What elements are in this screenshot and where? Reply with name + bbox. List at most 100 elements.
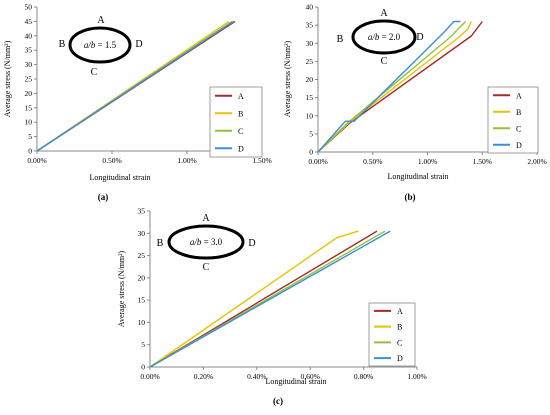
edge-label-left: B (337, 34, 344, 45)
legend-entry-D: D (516, 141, 522, 150)
legend-entry-B: B (238, 109, 243, 118)
series-line-D (317, 20, 461, 153)
x-tick-label: 0.80% (354, 372, 373, 381)
y-tick-label: 10 (25, 118, 33, 127)
edge-label-right: D (135, 39, 142, 50)
panel-label: (c) (273, 396, 283, 406)
aspect-ratio-value: = 3.0 (201, 237, 222, 247)
y-tick-label: 15 (306, 93, 314, 102)
x-tick-label: 0.60% (301, 372, 320, 381)
series-line-D (149, 230, 391, 368)
y-tick-label: 25 (138, 251, 146, 260)
x-tick-label: 0.00% (308, 157, 327, 166)
y-tick-label: 25 (306, 57, 314, 66)
legend-entry-D: D (238, 144, 244, 153)
y-tick-label: 35 (306, 21, 314, 30)
y-tick-label: 25 (25, 75, 33, 84)
y-tick-label: 20 (138, 273, 146, 282)
panel-label: (a) (98, 192, 109, 202)
series-line-C (317, 20, 467, 153)
legend-entry-D: D (397, 354, 403, 363)
x-tick-label: 0.40% (247, 372, 266, 381)
x-tick-label: 0.50% (363, 157, 382, 166)
x-tick-label: 0.00% (140, 372, 159, 381)
aspect-ratio-value: = 2.0 (379, 32, 400, 42)
y-tick-label: 5 (309, 129, 313, 138)
x-tick-label: 1.00% (407, 372, 426, 381)
series-line-B (149, 230, 359, 368)
edge-label-left: B (59, 39, 66, 50)
plate-ellipse-shape (351, 19, 417, 55)
x-tick-label: 1.50% (252, 156, 271, 165)
aspect-ratio-label: a/b = 3.0 (190, 237, 223, 247)
y-axis-label: Average stress (N/mm²) (117, 250, 126, 327)
y-tick-label: 15 (25, 103, 33, 112)
aspect-ratio-value: = 1.5 (95, 40, 116, 50)
chart-panel-2: 0.00% 0.50% 1.00% 1.50% 2.00% 0 5 10 15 20 25 30 35 4… (283, 3, 547, 203)
plate-ellipse-shape (68, 26, 132, 64)
edge-label-top: A (97, 15, 105, 26)
x-tick-label: 1.00% (177, 156, 196, 165)
x-tick-label: 2.00% (527, 157, 546, 166)
y-tick-label: 40 (25, 31, 33, 40)
edge-label-left: B (157, 238, 164, 249)
aspect-ratio-symbol: a/b (190, 237, 202, 247)
legend-box (368, 302, 416, 367)
x-tick-label: 1.50% (473, 157, 492, 166)
y-tick-label: 30 (306, 39, 314, 48)
y-tick-label: 0 (309, 148, 313, 157)
aspect-ratio-label: a/b = 2.0 (368, 32, 401, 42)
y-tick-label: 5 (141, 340, 145, 349)
y-tick-label: 20 (306, 75, 314, 84)
legend-entry-B: B (397, 323, 402, 332)
y-tick-label: 40 (306, 3, 314, 12)
x-axis-label: Longitudinal strain (387, 172, 448, 181)
legend-entry-B: B (516, 108, 521, 117)
aspect-ratio-symbol: a/b (84, 40, 96, 50)
y-tick-label: 30 (25, 60, 33, 69)
series-line-D (36, 20, 234, 152)
y-tick-label: 30 (138, 229, 146, 238)
edge-label-right: D (248, 238, 255, 249)
chart-panel-1: 0.00% 0.50% 1.00% 1.50% 0 5 10 15 20 25 30 35 40 45 50… (3, 3, 272, 203)
aspect-ratio-symbol: a/b (368, 32, 380, 42)
plate-ellipse-shape (167, 224, 245, 260)
legend-entry-C: C (238, 127, 243, 136)
legend-entry-A: A (238, 92, 244, 101)
y-tick-label: 0 (28, 147, 32, 156)
edge-label-top: A (202, 213, 210, 224)
legend-entry-C: C (516, 124, 521, 133)
x-tick-label: 1.00% (418, 157, 437, 166)
edge-label-bottom: C (91, 67, 98, 78)
y-tick-label: 0 (141, 363, 145, 372)
aspect-ratio-label: a/b = 1.5 (84, 40, 117, 50)
x-axis-label: Longitudinal strain (265, 377, 326, 386)
x-tick-label: 0.00% (27, 156, 46, 165)
y-tick-label: 5 (28, 132, 32, 141)
chart-panel-3: 0.00% 0.20% 0.40% 0.60% 0.80% 1.00% 0 5 10 15 20 25… (117, 207, 427, 407)
y-axis-label: Average stress (N/mm²) (283, 40, 292, 117)
legend-box (209, 86, 263, 158)
legend-box (487, 86, 539, 154)
x-tick-label: 0.50% (102, 156, 121, 165)
y-tick-label: 20 (25, 89, 33, 98)
x-axis-label: Longitudinal strain (89, 173, 150, 182)
panel-label: (b) (405, 192, 416, 202)
y-tick-label: 35 (138, 207, 146, 216)
edge-label-right: D (416, 32, 423, 43)
y-tick-label: 35 (25, 46, 33, 55)
y-axis-label: Average stress (N/mm²) (3, 40, 12, 117)
y-tick-label: 50 (25, 3, 33, 12)
edge-label-bottom: C (381, 56, 388, 67)
y-tick-label: 10 (306, 111, 314, 120)
y-tick-label: 10 (138, 318, 146, 327)
y-tick-label: 45 (25, 17, 33, 26)
edge-label-top: A (380, 8, 388, 19)
y-tick-label: 15 (138, 296, 146, 305)
edge-label-bottom: C (203, 262, 210, 273)
legend-entry-A: A (397, 307, 403, 316)
legend-entry-A: A (516, 91, 522, 100)
legend-entry-C: C (397, 338, 402, 347)
x-tick-label: 0.20% (194, 372, 213, 381)
